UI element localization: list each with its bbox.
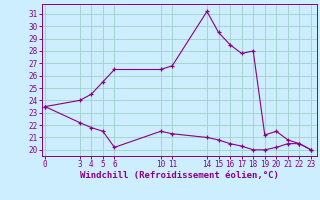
X-axis label: Windchill (Refroidissement éolien,°C): Windchill (Refroidissement éolien,°C) xyxy=(80,171,279,180)
